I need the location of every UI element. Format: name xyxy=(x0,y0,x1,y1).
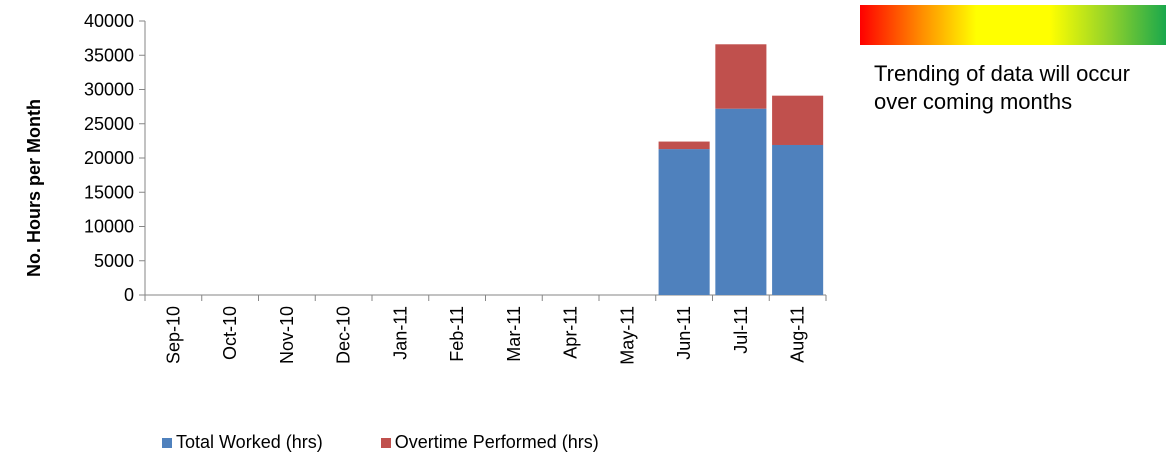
legend-swatch-total-worked xyxy=(162,437,172,448)
x-tick-label: Dec-10 xyxy=(334,306,354,364)
bar-total-worked xyxy=(715,108,767,296)
legend-item-total-worked: Total Worked (hrs) xyxy=(162,432,323,453)
x-tick-label: Oct-10 xyxy=(220,306,240,360)
legend-label-total-worked: Total Worked (hrs) xyxy=(176,432,323,452)
legend-item-overtime: Overtime Performed (hrs) xyxy=(380,432,599,453)
y-tick-label: 20000 xyxy=(84,148,134,168)
trend-note: Trending of data will occur over coming … xyxy=(874,61,1130,114)
bar-overtime xyxy=(772,95,824,145)
legend-swatch-overtime xyxy=(380,437,391,448)
bar-total-worked xyxy=(772,144,824,295)
y-tick-label: 0 xyxy=(124,285,134,305)
x-tick-label: Jun-11 xyxy=(674,306,694,360)
y-tick-label: 35000 xyxy=(84,45,134,65)
y-tick-label: 25000 xyxy=(84,114,134,134)
y-tick-label: 5000 xyxy=(94,251,134,271)
x-tick-label: Aug-11 xyxy=(788,306,808,363)
bars xyxy=(658,44,824,296)
x-tick-label: Mar-11 xyxy=(504,306,524,362)
y-axis-title: No. Hours per Month xyxy=(24,99,44,277)
x-tick-label: Apr-11 xyxy=(561,306,581,359)
bar-overtime xyxy=(715,44,767,109)
legend: Total Worked (hrs) Overtime Performed (h… xyxy=(162,432,657,453)
y-tick-label: 40000 xyxy=(84,11,134,31)
legend-label-overtime: Overtime Performed (hrs) xyxy=(394,432,599,452)
x-tick-label: Jul-11 xyxy=(731,306,751,354)
x-tick-label: Sep-10 xyxy=(163,306,183,364)
x-axis: Sep-10 Oct-10 Nov-10 Dec-10 Jan-11 Feb-11 Mar-… xyxy=(144,294,827,365)
y-tick-label: 15000 xyxy=(84,182,134,202)
y-tick-label: 10000 xyxy=(84,217,134,237)
x-tick-label: Jan-11 xyxy=(390,306,410,360)
trend-gradient-bar xyxy=(860,5,1166,45)
bar-total-worked xyxy=(658,149,710,295)
x-tick-label: Nov-10 xyxy=(277,306,297,364)
chart: 0 5000 10000 15000 20000 25000 30000 35000 40000… xyxy=(24,11,827,365)
x-tick-label: Feb-11 xyxy=(447,306,467,362)
x-tick-label: May-11 xyxy=(617,306,637,365)
y-tick-label: 30000 xyxy=(84,80,134,100)
y-axis: 0 5000 10000 15000 20000 25000 30000 35000 40000 xyxy=(84,11,146,305)
bar-overtime xyxy=(658,141,710,150)
